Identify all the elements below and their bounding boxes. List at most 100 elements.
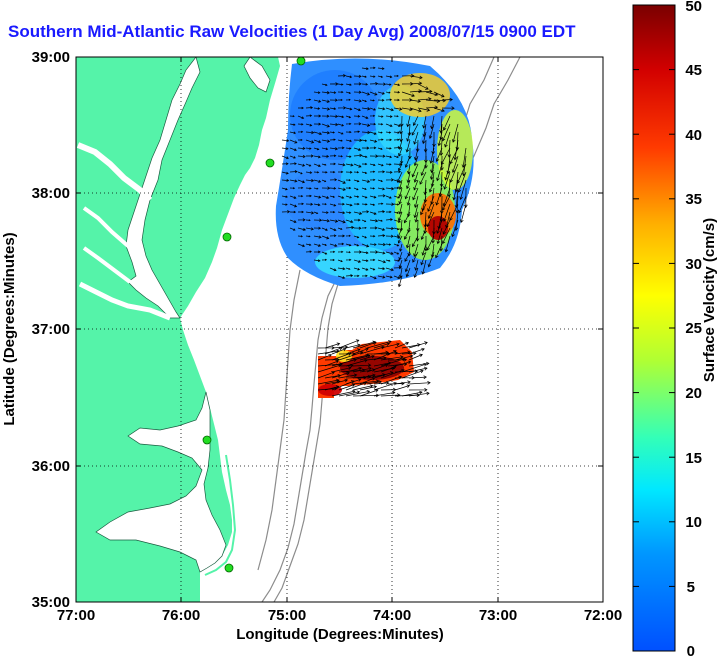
x-axis-label: Longitude (Degrees:Minutes) (236, 626, 444, 643)
velocity-vector (329, 114, 339, 119)
velocity-vector (393, 98, 400, 102)
velocity-vector (408, 375, 427, 380)
velocity-vector (393, 179, 402, 184)
velocity-vector (329, 187, 337, 190)
velocity-vector (321, 91, 330, 95)
velocity-vector (353, 107, 361, 112)
velocity-vector (393, 227, 400, 231)
velocity-vector (369, 195, 377, 199)
velocity-vector (422, 115, 427, 129)
velocity-vector (289, 147, 297, 152)
velocity-vector (345, 366, 363, 373)
velocity-vector (385, 138, 392, 142)
station-marker (296, 57, 306, 66)
velocity-vector (361, 243, 370, 248)
velocity-vector (281, 210, 291, 214)
velocity-vector (345, 211, 352, 214)
velocity-vector (377, 234, 386, 238)
velocity-vectors-south (317, 339, 431, 398)
velocity-vector (408, 380, 431, 385)
velocity-vector (361, 219, 367, 223)
velocity-vector (369, 250, 379, 254)
velocity-vector (393, 251, 400, 255)
velocity-vector (385, 115, 393, 118)
velocity-vector (337, 250, 344, 253)
velocity-vector (377, 75, 384, 78)
velocity-vector (338, 390, 361, 397)
velocity-vector (461, 147, 467, 168)
velocity-vector (394, 74, 399, 78)
velocity-vector (385, 210, 392, 214)
velocity-vector (345, 130, 352, 134)
map-grid (76, 57, 603, 602)
velocity-vector (377, 227, 386, 231)
velocity-vector (399, 243, 403, 252)
velocity-vector (297, 235, 303, 238)
velocity-vector (405, 267, 411, 278)
velocity-vector (398, 187, 403, 198)
velocity-vector (337, 242, 345, 246)
velocity-vector (289, 170, 298, 174)
velocity-vector (317, 363, 342, 373)
velocity-vector (331, 358, 357, 367)
y-tick-label: 36:00 (32, 458, 70, 475)
velocity-vector (385, 155, 393, 159)
velocity-vector (305, 98, 312, 101)
velocity-vector (413, 243, 419, 257)
velocity-vector (369, 235, 376, 238)
velocity-vector (377, 82, 387, 86)
velocity-vector (429, 147, 435, 164)
velocity-vector (393, 146, 401, 149)
velocity-vector (361, 210, 370, 214)
velocity-vector (281, 139, 290, 143)
velocity-vector (413, 195, 419, 208)
velocity-vector (393, 115, 399, 118)
velocity-vector (361, 251, 369, 255)
velocity-vector (385, 251, 394, 255)
velocity-vector (397, 275, 403, 288)
velocity-vector (369, 211, 377, 215)
velocity-vector (398, 267, 403, 279)
velocity-vector (345, 83, 352, 86)
velocity-vector (369, 146, 377, 150)
velocity-vector (297, 154, 306, 159)
velocity-vector (393, 211, 399, 214)
velocity-vector (412, 251, 419, 263)
velocity-vector (345, 234, 351, 237)
velocity-vector (305, 139, 315, 144)
velocity-vector (385, 83, 392, 86)
velocity-vector (321, 147, 329, 151)
velocity-vector (443, 171, 451, 190)
velocity-vector (369, 226, 378, 230)
velocity-vector (305, 147, 312, 150)
velocity-vector (421, 131, 427, 145)
velocity-vector (329, 210, 336, 214)
velocity-vector (414, 147, 419, 161)
velocity-vector (353, 74, 362, 78)
velocity-vector (329, 203, 337, 207)
velocity-vector (369, 131, 377, 135)
velocity-vector (345, 155, 352, 158)
velocity-vector (337, 179, 346, 184)
velocity-vector (331, 378, 349, 385)
velocity-vector (337, 146, 345, 150)
velocity-vector (394, 360, 412, 367)
velocity-vector (373, 381, 397, 391)
velocity-vector (361, 155, 368, 158)
velocity-vector (385, 259, 391, 262)
velocity-vector (385, 226, 395, 231)
colorbar-tick-label: 35 (685, 191, 702, 208)
velocity-vector (353, 99, 362, 103)
velocity-vector (393, 259, 401, 262)
velocity-vector (398, 147, 403, 157)
velocity-vector (435, 187, 443, 206)
colorbar-label: Surface Velocity (cm/s) (701, 218, 718, 382)
velocity-vector (289, 123, 296, 126)
colorbar-tick-label: 25 (685, 320, 702, 337)
velocity-vector (393, 155, 399, 159)
velocity-vector (366, 340, 392, 349)
velocity-vector (297, 179, 306, 184)
velocity-vector (337, 219, 346, 224)
velocity-vector (398, 251, 403, 261)
x-tick-label: 77:00 (57, 607, 95, 624)
